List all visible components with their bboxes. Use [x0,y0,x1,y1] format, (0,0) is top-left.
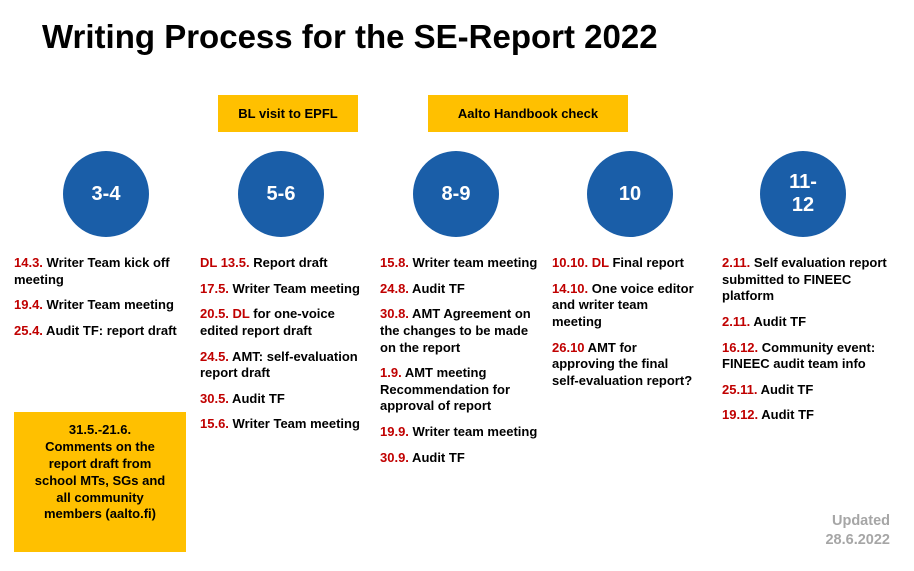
timeline-item: 2.11. Self evaluation report submitted t… [722,255,887,304]
timeline-item: 14.10. One voice editor and writer team … [552,280,694,329]
timeline-item: DL 13.5. Report draft [200,255,328,270]
timeline-item: 19.9. Writer team meeting [380,424,538,439]
timeline-column-10: 10 10.10. DL Final report 14.10. One voic… [552,151,694,398]
banner-label: Aalto Handbook check [457,106,599,121]
timeline-item: 15.8. Writer team meeting [380,255,538,270]
month-circle: 11- 12 [760,151,846,237]
item-date: 14.3. [14,255,43,270]
timeline-item: 25.4. Audit TF: report draft [14,322,177,338]
timeline-item: 19.4. Writer Team meeting [14,297,174,313]
note-date: 31.5.-21.6. [68,422,132,437]
item-date: 10.10. DL [552,255,609,270]
item-date: 25.4. [14,322,43,338]
item-date: 19.12. [722,407,759,423]
banner-label: BL visit to EPFL [238,106,338,121]
timeline-column-11-12: 11- 12 2.11. Self evaluation report subm… [722,151,890,433]
timeline-column-5-6: 5-6 DL 13.5. Report draft 17.5. Writer Te… [200,151,360,442]
column-items: 2.11. Self evaluation report submitted t… [722,255,890,424]
month-circle: 5-6 [238,151,324,237]
item-date: 19.9. [380,424,409,439]
item-date: 16.12. [722,339,759,355]
item-date: 15.8. [380,255,409,270]
note-text: Comments on the report draft from school… [34,438,166,522]
banner-bl-visit: BL visit to EPFL [218,95,358,132]
column-items: 15.8. Writer team meeting 24.8. Audit TF 3… [380,255,538,466]
month-circle: 10 [587,151,673,237]
item-date: DL 13.5. [200,255,250,270]
updated-date: 28.6.2022 [825,531,890,548]
item-date: 14.10. [552,280,589,296]
timeline-item: 10.10. DL Final report [552,255,684,270]
timeline-item: 16.12. Community event: FINEEC audit tea… [722,339,876,372]
item-date: 24.8. [380,280,409,296]
item-date: 26.10 [552,339,585,355]
banner-handbook-check: Aalto Handbook check [428,95,628,132]
timeline-item: 20.5. DL for one-voice edited report dra… [200,306,335,338]
month-circle: 3-4 [63,151,149,237]
item-date: 2.11. [722,313,751,329]
timeline-item: 25.11. Audit TF [722,381,814,397]
timeline-item: 15.6. Writer Team meeting [200,416,360,432]
timeline-item: 19.12. Audit TF [722,407,814,423]
comments-note: 31.5.-21.6. Comments on the report draft… [14,412,186,552]
timeline-item: 30.9. Audit TF [380,449,465,465]
timeline-item: 26.10 AMT for approving the final self-e… [552,339,693,388]
timeline-item: 1.9. AMT meeting Recommendation for appr… [380,365,511,414]
item-date: 1.9. [380,365,402,381]
timeline-item: 24.5. AMT: self-evaluation report draft [200,348,358,381]
month-circle: 8-9 [413,151,499,237]
item-date: 24.5. [200,348,229,364]
item-date: 19.4. [14,297,43,313]
updated-stamp: Updated 28.6.2022 [825,512,890,550]
timeline-column-8-9: 8-9 15.8. Writer team meeting 24.8. Audit… [380,151,538,475]
timeline-item: 30.8. AMT Agreement on the changes to be… [380,306,531,355]
item-date: 25.11. [722,381,758,397]
timeline-item: 14.3. Writer Team kick off meeting [14,255,170,287]
item-date: 20.5. DL [200,306,250,322]
item-date: 2.11. [722,255,751,270]
column-items: 14.3. Writer Team kick off meeting 19.4. … [14,255,186,340]
item-date: 30.5. [200,390,229,406]
timeline-item: 17.5. Writer Team meeting [200,280,360,296]
column-items: 10.10. DL Final report 14.10. One voice e… [552,255,694,389]
timeline-column-3-4: 3-4 14.3. Writer Team kick off meeting 19… [14,151,186,349]
timeline-item: 2.11. Audit TF [722,313,807,329]
column-items: DL 13.5. Report draft 17.5. Writer Team m… [200,255,360,433]
item-date: 15.6. [200,416,229,432]
timeline-item: 24.8. Audit TF [380,280,465,296]
page-title: Writing Process for the SE-Report 2022 [42,18,658,55]
timeline-item: 30.5. Audit TF [200,390,285,406]
updated-label: Updated [832,513,890,529]
item-date: 30.9. [380,449,409,465]
item-date: 17.5. [200,280,229,296]
item-date: 30.8. [380,306,409,322]
